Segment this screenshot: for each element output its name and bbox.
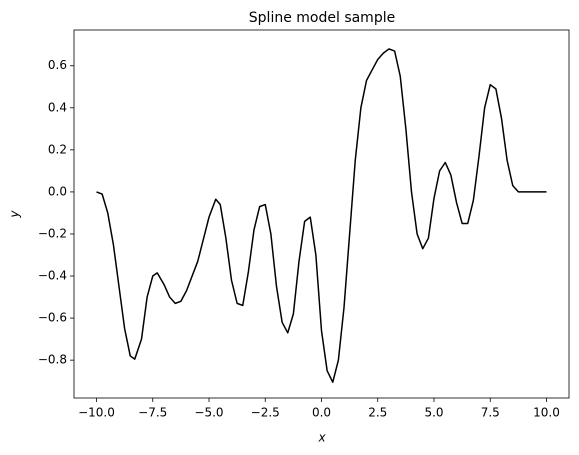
y-tick-label: −0.4 xyxy=(38,269,67,283)
x-tick-label: −10.0 xyxy=(78,406,115,420)
x-tick-label: 5.0 xyxy=(424,406,443,420)
y-tick-label: 0.6 xyxy=(48,58,67,72)
x-tick-label: −2.5 xyxy=(251,406,280,420)
x-tick-label: 2.5 xyxy=(368,406,387,420)
chart-title: Spline model sample xyxy=(249,10,395,26)
y-tick-label: −0.2 xyxy=(38,226,67,240)
x-tick-label: −7.5 xyxy=(138,406,167,420)
plot-frame xyxy=(73,29,570,399)
x-tick-label: −5.0 xyxy=(194,406,223,420)
x-axis-label: x xyxy=(317,431,326,445)
x-tick-label: 7.5 xyxy=(481,406,500,420)
x-tick-label: 10.0 xyxy=(533,406,560,420)
y-tick-label: 0.2 xyxy=(48,142,67,156)
y-tick-label: 0.0 xyxy=(48,184,67,198)
x-tick-label: 0.0 xyxy=(312,406,331,420)
y-tick-label: −0.8 xyxy=(38,353,67,367)
line xyxy=(96,48,547,383)
y-tick-label: 0.4 xyxy=(48,100,67,114)
y-tick-label: −0.6 xyxy=(38,311,67,325)
y-axis-label: y xyxy=(8,210,22,219)
